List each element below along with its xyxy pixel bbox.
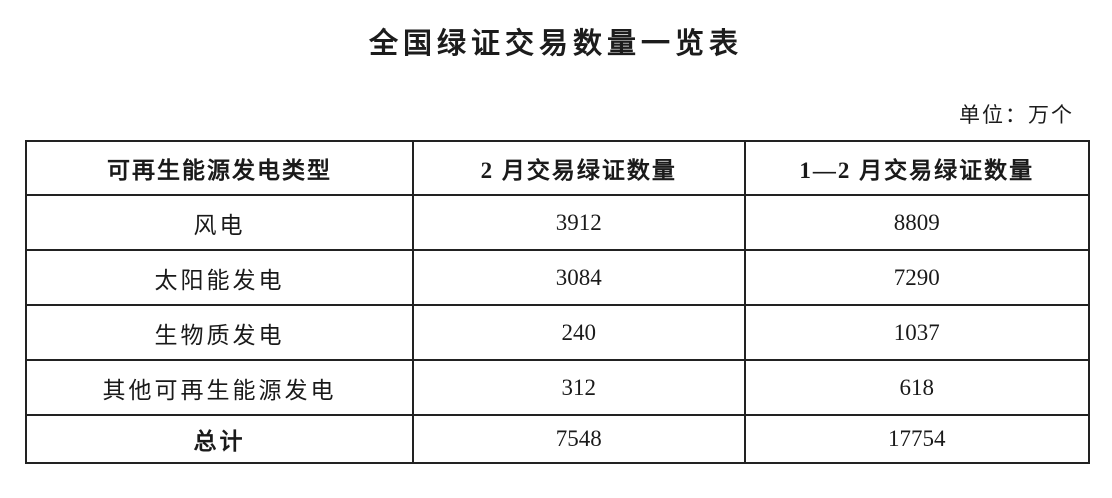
unit-label: 单位：万个 [959, 103, 1074, 127]
table-row-other: 其他可再生能源发电 312 618 [25, 359, 1091, 416]
cell-wind-label: 风电 [25, 194, 414, 251]
cell-biomass-jan-feb: 1037 [743, 304, 1091, 361]
green-certificate-table: 可再生能源发电类型 2 月交易绿证数量 1—2 月交易绿证数量 风电 3912 … [25, 140, 1091, 464]
cell-total-label: 总计 [25, 414, 414, 464]
header-cell-energy-type: 可再生能源发电类型 [25, 140, 414, 196]
cell-total-feb: 7548 [411, 414, 746, 464]
table-row-wind: 风电 3912 8809 [25, 194, 1091, 251]
cell-solar-jan-feb: 7290 [743, 249, 1091, 306]
cell-solar-feb: 3084 [411, 249, 746, 306]
cell-wind-feb: 3912 [411, 194, 746, 251]
cell-biomass-label: 生物质发电 [25, 304, 414, 361]
table-row-biomass: 生物质发电 240 1037 [25, 304, 1091, 361]
cell-wind-jan-feb: 8809 [743, 194, 1091, 251]
header-cell-jan-feb-quantity: 1—2 月交易绿证数量 [743, 140, 1091, 196]
page-title: 全国绿证交易数量一览表 [368, 28, 743, 60]
cell-other-label: 其他可再生能源发电 [25, 359, 414, 416]
cell-total-jan-feb: 17754 [743, 414, 1091, 464]
table-header-row: 可再生能源发电类型 2 月交易绿证数量 1—2 月交易绿证数量 [25, 140, 1091, 196]
table-total-row: 总计 7548 17754 [25, 414, 1091, 464]
cell-other-jan-feb: 618 [743, 359, 1091, 416]
cell-biomass-feb: 240 [411, 304, 746, 361]
table-row-solar: 太阳能发电 3084 7290 [25, 249, 1091, 306]
cell-solar-label: 太阳能发电 [25, 249, 414, 306]
cell-other-feb: 312 [411, 359, 746, 416]
header-cell-feb-quantity: 2 月交易绿证数量 [411, 140, 746, 196]
